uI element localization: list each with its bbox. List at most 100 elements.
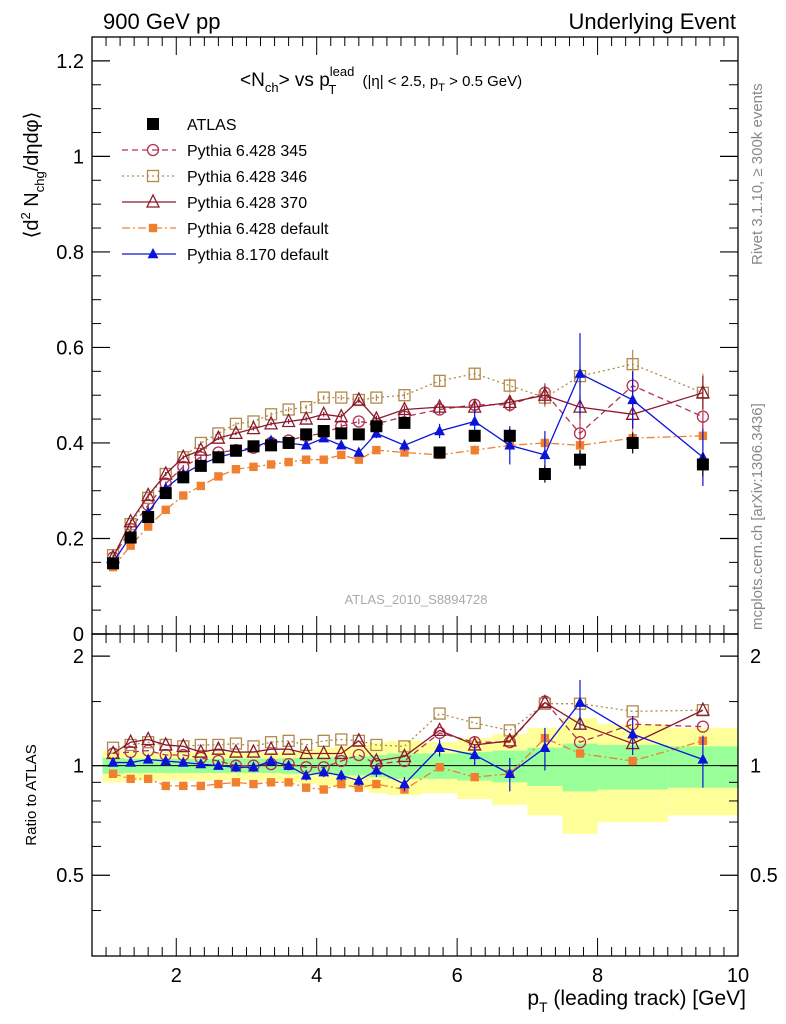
data-point bbox=[246, 420, 261, 435]
ratio-data-point bbox=[264, 740, 279, 755]
data-point bbox=[300, 439, 312, 450]
ratio-data-point bbox=[266, 778, 276, 787]
legend-marker bbox=[146, 169, 160, 183]
data-point bbox=[281, 413, 296, 428]
data-point bbox=[370, 420, 383, 433]
ratio-data-point bbox=[337, 779, 346, 789]
ratio-data-point bbox=[397, 748, 412, 763]
ratio-data-point bbox=[372, 779, 381, 789]
data-point bbox=[573, 427, 587, 440]
data-point bbox=[318, 432, 330, 443]
ratio-data-point bbox=[177, 756, 189, 767]
data-point bbox=[538, 468, 551, 481]
ratio-data-point bbox=[229, 737, 243, 750]
ratio-data-point bbox=[195, 758, 207, 769]
ratio-data-point bbox=[696, 720, 710, 733]
main-title: <Nch> vs plead T (|η| < 2.5, pT > 0.5 GeV… bbox=[240, 64, 522, 97]
ratio-data-point bbox=[264, 736, 278, 749]
ratio-y-tick-label-right: 1 bbox=[750, 756, 761, 778]
data-point bbox=[319, 455, 328, 464]
data-point bbox=[228, 424, 243, 440]
data-point bbox=[627, 393, 639, 405]
ratio-data-marks bbox=[106, 679, 710, 794]
ratio-data-point bbox=[538, 697, 552, 710]
x-axis-label: pT (leading track) [GeV] bbox=[527, 987, 746, 1015]
data-point bbox=[211, 429, 226, 444]
ratio-data-point bbox=[108, 769, 118, 778]
data-point bbox=[397, 401, 412, 416]
y-tick-label: 0.4 bbox=[56, 433, 84, 455]
ratio-data-point bbox=[249, 779, 258, 789]
ratio-data-point bbox=[503, 724, 516, 737]
main-y-axis-label: ⟨d2 Nchg/dηdφ⟩ bbox=[18, 112, 47, 239]
ratio-data-point bbox=[194, 738, 207, 752]
data-point bbox=[372, 445, 381, 455]
legend-label: Pythia 6.428 346 bbox=[187, 169, 307, 186]
series-atlas bbox=[107, 416, 709, 570]
ratio-data-point bbox=[370, 764, 382, 775]
ratio-uncertainty-bands bbox=[102, 718, 738, 834]
ratio-data-point bbox=[123, 733, 138, 748]
data-point bbox=[247, 440, 260, 453]
ratio-data-point bbox=[572, 715, 588, 730]
ratio-data-point bbox=[142, 753, 154, 764]
data-point bbox=[265, 439, 278, 452]
data-point bbox=[142, 491, 155, 505]
data-point bbox=[335, 391, 348, 404]
ratio-data-point bbox=[354, 783, 364, 792]
legend-marker bbox=[146, 143, 160, 157]
ratio-data-point bbox=[125, 756, 137, 767]
data-point bbox=[196, 481, 206, 491]
ratio-y-tick-label-right: 2 bbox=[750, 646, 761, 668]
ratio-data-point bbox=[214, 779, 223, 789]
data-point bbox=[264, 415, 279, 430]
ratio-data-point bbox=[627, 728, 639, 739]
ratio-data-point bbox=[469, 748, 481, 760]
ratio-data-point bbox=[228, 743, 243, 758]
ratio-data-point bbox=[628, 756, 637, 766]
series-line-pythia-6-428-345 bbox=[112, 384, 704, 558]
legend-item: Pythia 8.170 default bbox=[122, 247, 329, 264]
data-point bbox=[231, 465, 241, 474]
ratio-data-point bbox=[399, 778, 410, 789]
ratio-axes: 0.5 0.5 1 1 2 2 2 4 6 8 10 bbox=[56, 634, 778, 987]
ratio-data-point bbox=[318, 766, 330, 777]
ratio-data-point bbox=[335, 769, 347, 780]
data-point bbox=[503, 379, 516, 392]
data-point bbox=[433, 374, 446, 388]
ratio-data-point bbox=[502, 732, 517, 747]
ratio-data-point bbox=[317, 734, 330, 748]
ratio-data-point bbox=[126, 774, 135, 784]
data-point bbox=[142, 510, 155, 523]
data-point bbox=[432, 398, 447, 413]
data-point bbox=[126, 541, 135, 550]
x-tick-label: 8 bbox=[592, 965, 603, 987]
ratio-data-point bbox=[141, 731, 156, 746]
ratio-y-tick-label-right: 0.5 bbox=[750, 865, 778, 887]
ratio-data-point bbox=[211, 740, 226, 755]
legend-item: Pythia 6.428 370 bbox=[122, 193, 307, 212]
data-point bbox=[468, 429, 481, 442]
data-point bbox=[266, 460, 276, 469]
data-point bbox=[539, 448, 551, 460]
data-point bbox=[503, 429, 516, 442]
ratio-data-point bbox=[158, 736, 173, 751]
ratio-data-point bbox=[432, 721, 447, 737]
ratio-data-point bbox=[301, 783, 311, 792]
legend-item: Pythia 6.428 default bbox=[122, 221, 329, 238]
ratio-data-point bbox=[504, 767, 516, 778]
legend: ATLAS Pythia 6.428 345 Pythia 6.428 346 Pyt… bbox=[122, 117, 329, 264]
legend-marker bbox=[147, 118, 159, 130]
data-point bbox=[352, 428, 365, 441]
data-point bbox=[335, 427, 348, 440]
legend-marker bbox=[148, 223, 158, 233]
main-data-marks bbox=[106, 333, 710, 572]
data-point bbox=[161, 505, 170, 515]
ratio-data-point bbox=[193, 743, 208, 758]
ratio-data-point bbox=[433, 707, 446, 720]
ratio-data-point bbox=[246, 743, 261, 758]
data-point bbox=[193, 441, 208, 456]
data-point bbox=[696, 458, 709, 471]
ratio-data-point bbox=[319, 785, 328, 794]
